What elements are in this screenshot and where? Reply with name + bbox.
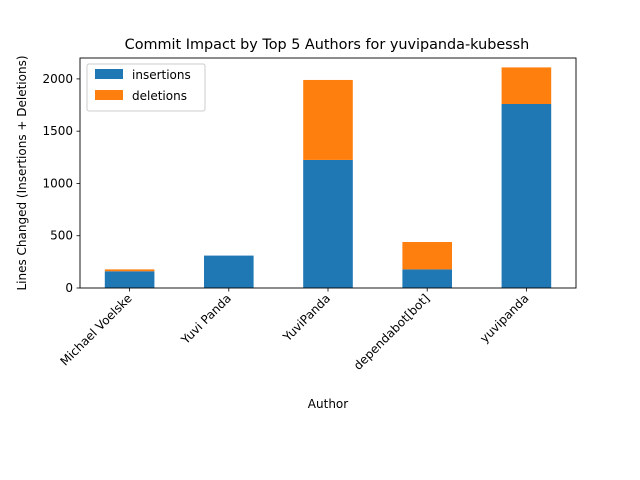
bar-deletions-2 [303,79,353,160]
bar-deletions-3 [402,242,452,270]
x-tick-label: dependabot[bot] [351,291,433,373]
x-tick-label: Michael Voelske [57,291,134,368]
x-axis: Michael Voelske Yuvi Panda YuviPanda depend… [57,288,532,373]
y-tick-label: 1000 [42,176,73,190]
chart-title: Commit Impact by Top 5 Authors for yuvip… [125,37,530,53]
bars-layer [104,67,552,288]
bar-insertions-1 [204,255,254,288]
bar-insertions-4 [501,104,552,288]
y-tick-label: 0 [65,281,73,295]
y-axis-label: Lines Changed (Insertions + Deletions) [15,55,29,290]
bar-insertions-2 [303,159,353,288]
x-axis-label: Author [308,397,348,411]
bar-insertions-0 [104,271,155,288]
legend-swatch-deletions [95,90,123,100]
x-tick-label: yuvipanda [477,291,531,345]
bar-deletions-0 [104,269,155,272]
x-tick-label: Yuvi Panda [178,291,234,347]
bar-deletions-4 [501,67,552,104]
bar-insertions-3 [402,269,452,288]
legend-label-deletions: deletions [132,89,187,103]
y-tick-label: 500 [50,229,73,243]
y-tick-label: 1500 [42,124,73,138]
y-axis: 0 500 1000 1500 2000 [42,72,80,295]
y-tick-label: 2000 [42,72,73,86]
x-tick-label: YuviPanda [280,291,333,344]
legend-label-insertions: insertions [132,68,191,82]
legend: insertions deletions [86,63,206,112]
legend-swatch-insertions [95,69,123,79]
